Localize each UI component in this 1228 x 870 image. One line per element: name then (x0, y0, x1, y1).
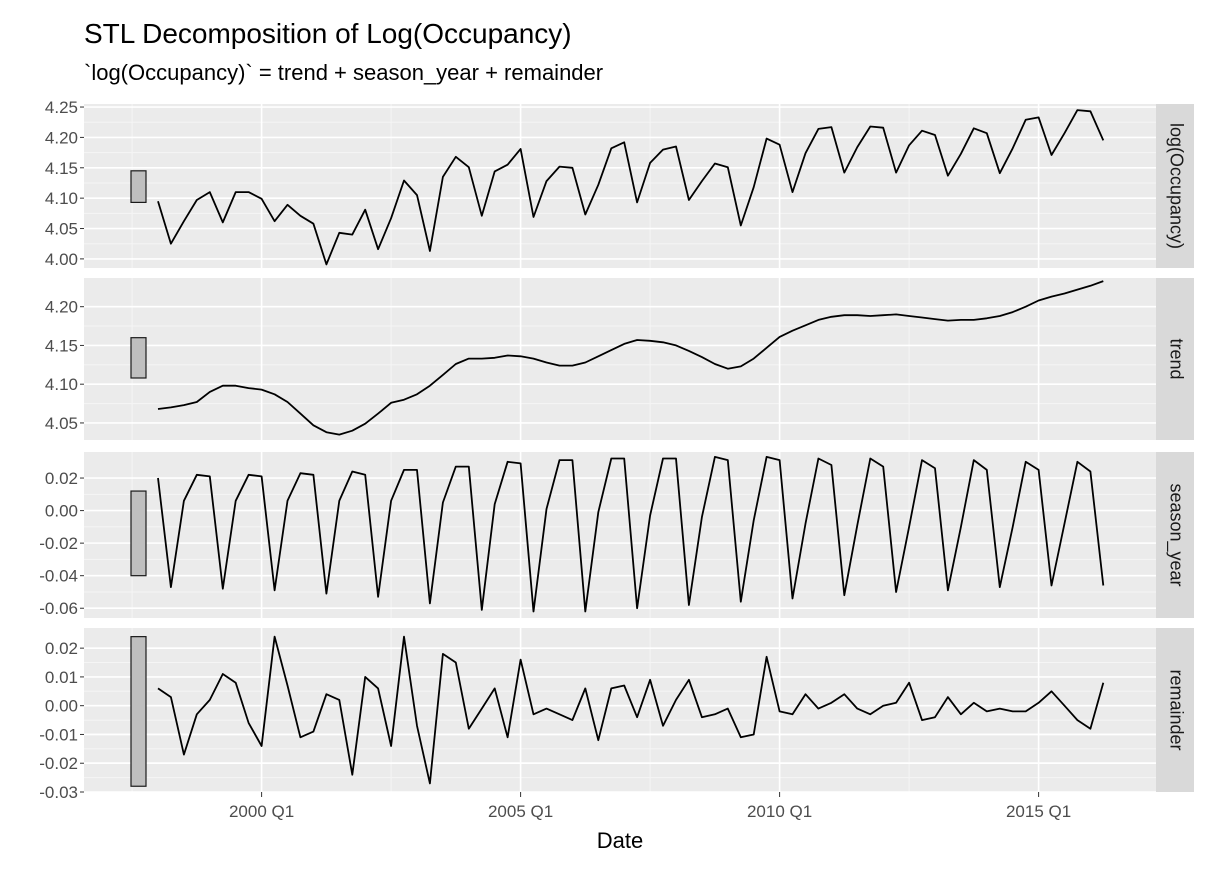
y-tick-label: 4.05 (45, 220, 78, 239)
y-tick-label: 4.05 (45, 414, 78, 433)
panel-logoccupancy: 4.00 4.05 4.10 4.15 4.20 4.25 log(Occupancy) (45, 98, 1194, 269)
y-tick-label: 4.25 (45, 98, 78, 117)
y-tick-label: 4.10 (45, 189, 78, 208)
panel-background (84, 278, 1156, 440)
facet-strip (1156, 628, 1194, 792)
y-tick-label: 4.10 (45, 375, 78, 394)
y-tick-label: 4.20 (45, 128, 78, 147)
y-tick-label: 4.00 (45, 250, 78, 269)
y-tick-label: -0.04 (39, 567, 78, 586)
y-tick-label: 0.00 (45, 697, 78, 716)
y-tick-label: -0.03 (39, 783, 78, 802)
scale-bar (130, 636, 147, 787)
y-tick-label: 0.01 (45, 668, 78, 687)
x-tick-label: 2005 Q1 (488, 802, 553, 821)
scale-bar (130, 490, 147, 577)
facet-strip-label: remainder (1166, 669, 1186, 750)
y-tick-label: 0.02 (45, 469, 78, 488)
panel-background (84, 628, 1156, 792)
x-axis-title: Date (597, 828, 643, 853)
y-tick-label: -0.02 (39, 754, 78, 773)
facet-strip-label: season_year (1165, 483, 1186, 586)
y-tick-label: -0.02 (39, 534, 78, 553)
y-tick-label: 4.20 (45, 298, 78, 317)
series-line-logoccupancy (157, 109, 1105, 266)
chart-title: STL Decomposition of Log(Occupancy) (84, 18, 572, 49)
x-tick-label: 2010 Q1 (747, 802, 812, 821)
y-tick-label: -0.01 (39, 725, 78, 744)
facet-strip (1156, 278, 1194, 440)
scale-bar (130, 170, 147, 204)
scale-bar (130, 337, 147, 379)
facet-strip-label: log(Occupancy) (1166, 123, 1186, 249)
panel-background (84, 452, 1156, 618)
y-tick-label: -0.06 (39, 599, 78, 618)
chart-subtitle: `log(Occupancy)` = trend + season_year +… (84, 60, 604, 85)
y-tick-label: 0.00 (45, 502, 78, 521)
x-tick-label: 2000 Q1 (229, 802, 294, 821)
y-tick-label: 4.15 (45, 159, 78, 178)
series-line-season_year (157, 455, 1105, 613)
series-line-remainder (157, 635, 1105, 785)
y-tick-label: 4.15 (45, 336, 78, 355)
panel-trend: 4.05 4.10 4.15 4.20 trend (45, 278, 1194, 440)
panel-season_year: -0.06 -0.04 -0.02 0.00 0.02 season_year (39, 452, 1194, 618)
facet-strip (1156, 452, 1194, 618)
facet-strip (1156, 104, 1194, 268)
panel-remainder: -0.03 -0.02 -0.01 0.00 0.01 0.02 remainder (39, 628, 1194, 802)
panel-background (84, 104, 1156, 268)
series-line-trend (157, 280, 1104, 436)
facet-strip-label: trend (1166, 338, 1186, 379)
y-tick-label: 0.02 (45, 639, 78, 658)
x-tick-label: 2015 Q1 (1006, 802, 1071, 821)
